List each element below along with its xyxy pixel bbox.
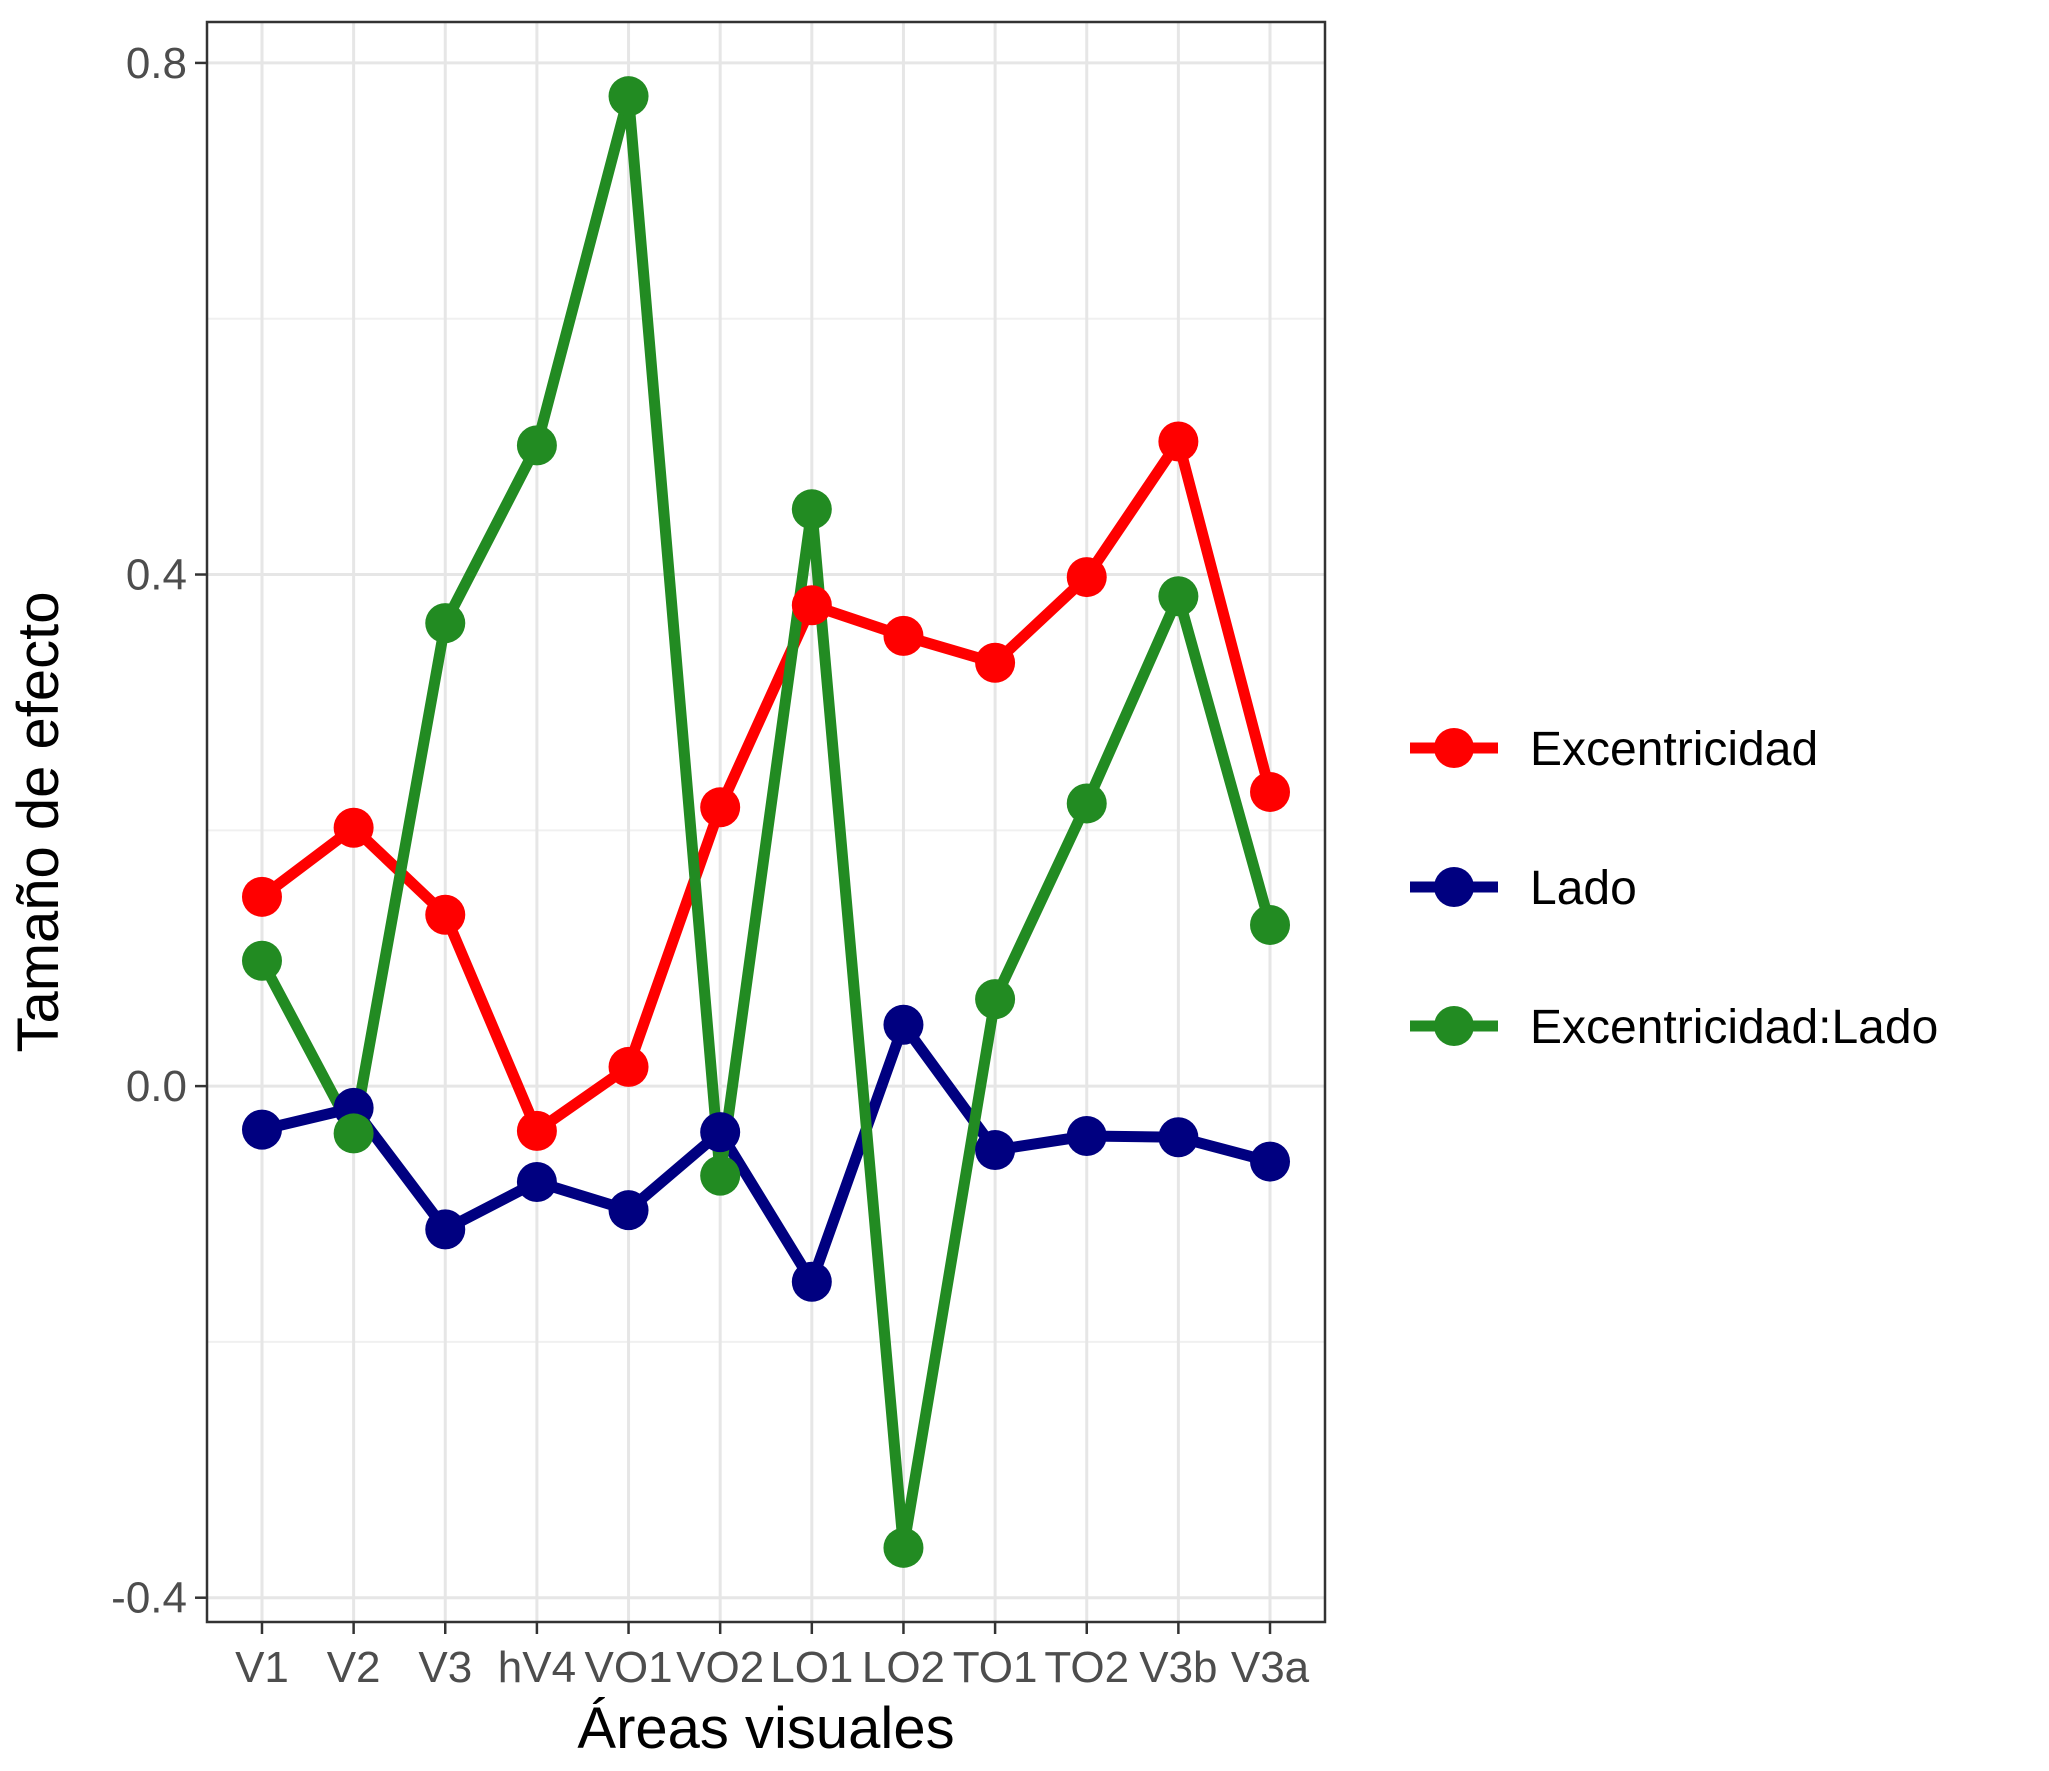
data-point [1250, 771, 1291, 812]
y-tick-label: 0.0 [126, 1062, 187, 1111]
data-point [1158, 1117, 1199, 1158]
y-axis-title: Tamaño de efecto [6, 591, 71, 1052]
legend-label: Excentricidad:Lado [1530, 1001, 1938, 1054]
data-point [608, 76, 649, 117]
data-point [1066, 557, 1107, 598]
legend-label: Excentricidad [1530, 723, 1818, 776]
x-tick-label: TO2 [1044, 1643, 1129, 1692]
data-point [425, 1209, 466, 1250]
x-tick-label: V3b [1139, 1643, 1217, 1692]
data-point [1250, 904, 1291, 945]
x-tick-label: V3a [1231, 1643, 1310, 1692]
series-3-points [241, 76, 1291, 1568]
data-point [608, 1190, 649, 1231]
data-point [883, 615, 924, 656]
series-2-points [241, 1004, 1291, 1302]
x-tick-label: VO1 [585, 1643, 673, 1692]
x-tick-label: TO1 [953, 1643, 1038, 1692]
x-tick-label: hV4 [498, 1643, 576, 1692]
x-tick-label: LO1 [770, 1643, 853, 1692]
y-tick-label: 0.4 [126, 551, 187, 600]
data-point [791, 489, 832, 530]
legend-key-point [1434, 867, 1474, 907]
legend-item: Excentricidad [1410, 723, 1818, 776]
data-point [333, 807, 374, 848]
legend-item: Excentricidad:Lado [1410, 1001, 1938, 1054]
series-1-points [241, 421, 1291, 1151]
series-line [258, 436, 1276, 1137]
series-2 [260, 1019, 1272, 1288]
legend-label: Lado [1530, 862, 1637, 915]
series-line [257, 90, 1276, 1554]
data-point [1158, 576, 1199, 617]
data-point [425, 603, 466, 644]
x-tick-label: VO2 [676, 1643, 764, 1692]
data-point [241, 940, 282, 981]
x-tick-label: LO2 [862, 1643, 945, 1692]
data-point [1066, 783, 1107, 824]
data-point [883, 1004, 924, 1045]
data-point [700, 787, 741, 828]
series-3 [257, 90, 1276, 1554]
axes: 0.8 0.4 0.0 -0.4 V1 V2 V3 hV4 VO1 VO2 LO1 LO2 TO1 TO2… [111, 39, 1310, 1692]
data-point [516, 425, 557, 466]
legend: Excentricidad Lado Excentricidad:Lado [1410, 723, 1938, 1054]
data-point [241, 1109, 282, 1150]
legend-item: Lado [1410, 862, 1637, 915]
data-point [883, 1527, 924, 1568]
data-point [700, 1112, 741, 1153]
x-tick-label: V2 [327, 1643, 381, 1692]
data-point [975, 1130, 1016, 1171]
data-point [333, 1113, 374, 1154]
data-point [241, 876, 282, 917]
data-point [516, 1110, 557, 1151]
data-point [608, 1046, 649, 1087]
legend-key-point [1434, 1006, 1474, 1046]
data-point [700, 1155, 741, 1196]
x-tick-label: V1 [235, 1643, 289, 1692]
series-line [260, 1019, 1272, 1288]
data-point [975, 642, 1016, 683]
data-point [425, 894, 466, 935]
data-point [791, 1261, 832, 1302]
data-point [791, 585, 832, 626]
series-layer [241, 76, 1291, 1568]
plot-panel-border [205, 20, 1327, 1624]
y-tick-label: -0.4 [111, 1574, 187, 1623]
data-point [1158, 421, 1199, 462]
x-axis-title: Áreas visuales [577, 1696, 954, 1761]
y-tick-label: 0.8 [126, 39, 187, 88]
data-point [1066, 1115, 1107, 1156]
x-tick-label: V3 [418, 1643, 472, 1692]
data-point [516, 1162, 557, 1203]
data-point [975, 979, 1016, 1020]
data-point [1250, 1141, 1291, 1182]
series-1 [258, 436, 1276, 1137]
legend-key-point [1434, 728, 1474, 768]
